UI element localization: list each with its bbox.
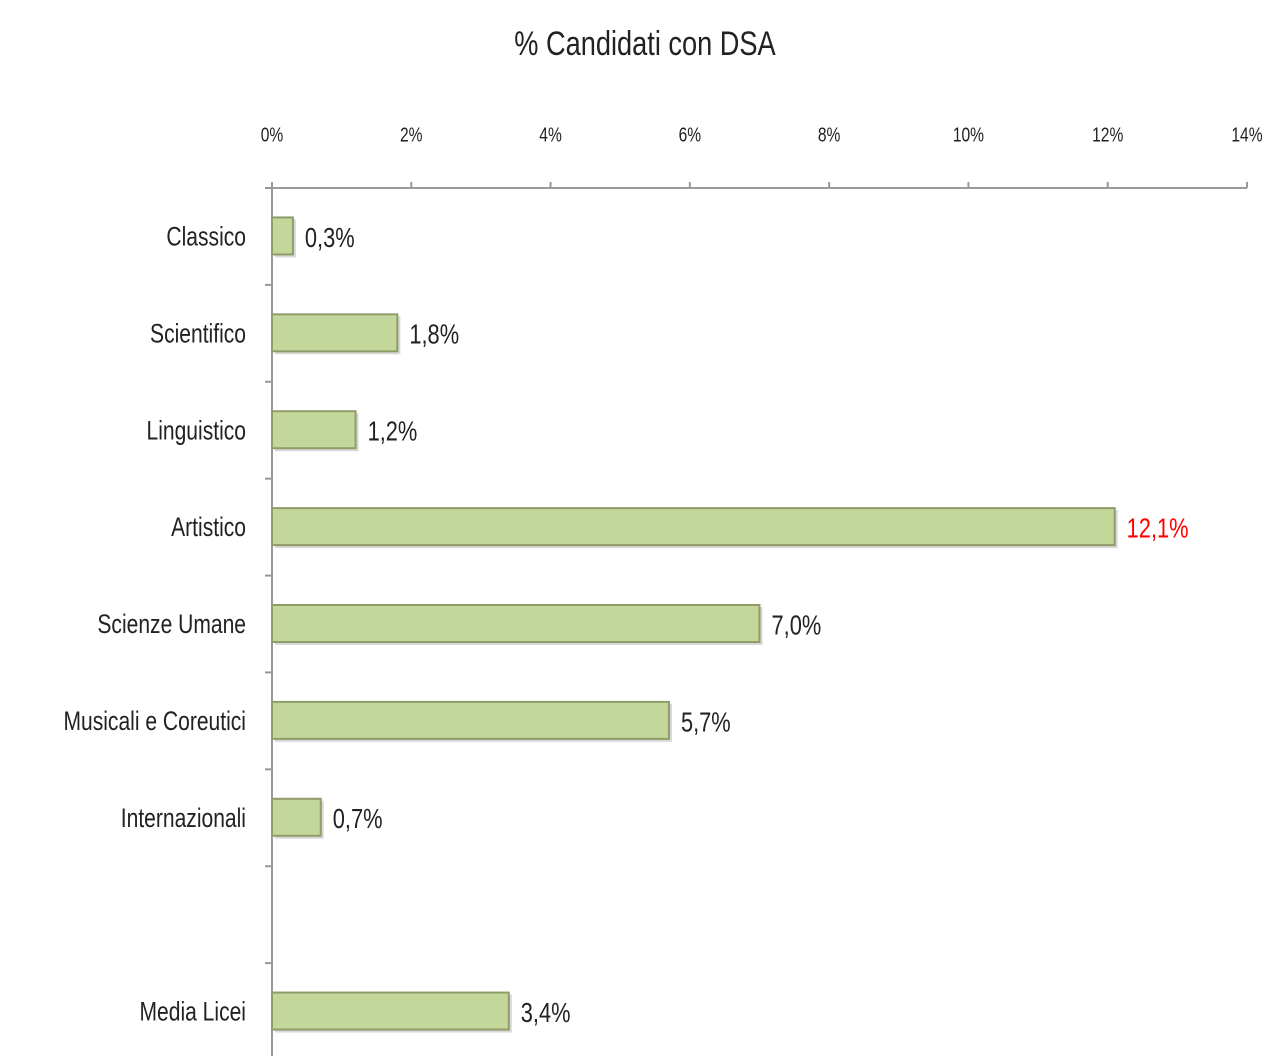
value-label: 1,2% [368, 416, 418, 447]
bar [271, 410, 357, 450]
value-label: 1,8% [409, 319, 459, 350]
y-tick-label: Artistico [171, 513, 246, 543]
x-tick-label: 10% [953, 123, 984, 145]
bar [271, 507, 1116, 547]
bar [271, 991, 510, 1031]
value-label: 0,3% [305, 222, 355, 253]
value-label: 5,7% [681, 707, 731, 738]
x-tick-label: 6% [679, 123, 702, 145]
bar [271, 216, 294, 256]
chart-title: % Candidati con DSA [514, 24, 776, 63]
y-tick-label: Linguistico [147, 416, 246, 446]
y-tick-label: Musicali e Coreutici [63, 707, 246, 737]
y-tick-label: Classico [166, 222, 246, 252]
x-tick-label: 8% [818, 123, 841, 145]
x-tick-label: 14% [1231, 123, 1262, 145]
y-tick-label: Scienze Umane [97, 610, 246, 640]
value-label: 7,0% [772, 610, 822, 641]
bar [271, 604, 761, 643]
bar [271, 313, 399, 353]
x-tick-label: 0% [261, 123, 284, 145]
x-tick-label: 12% [1092, 123, 1123, 145]
value-label: 3,4% [521, 997, 571, 1028]
bar [271, 700, 670, 740]
y-tick-label: Scientifico [150, 319, 246, 349]
x-tick-label: 2% [400, 123, 423, 145]
x-tick-label: 4% [539, 123, 562, 145]
y-tick-label: Internazionali [121, 803, 246, 833]
y-tick-label: Media Licei [140, 997, 246, 1027]
bar [271, 797, 322, 837]
value-label: 12,1% [1127, 513, 1189, 544]
value-label: 0,7% [333, 804, 383, 835]
